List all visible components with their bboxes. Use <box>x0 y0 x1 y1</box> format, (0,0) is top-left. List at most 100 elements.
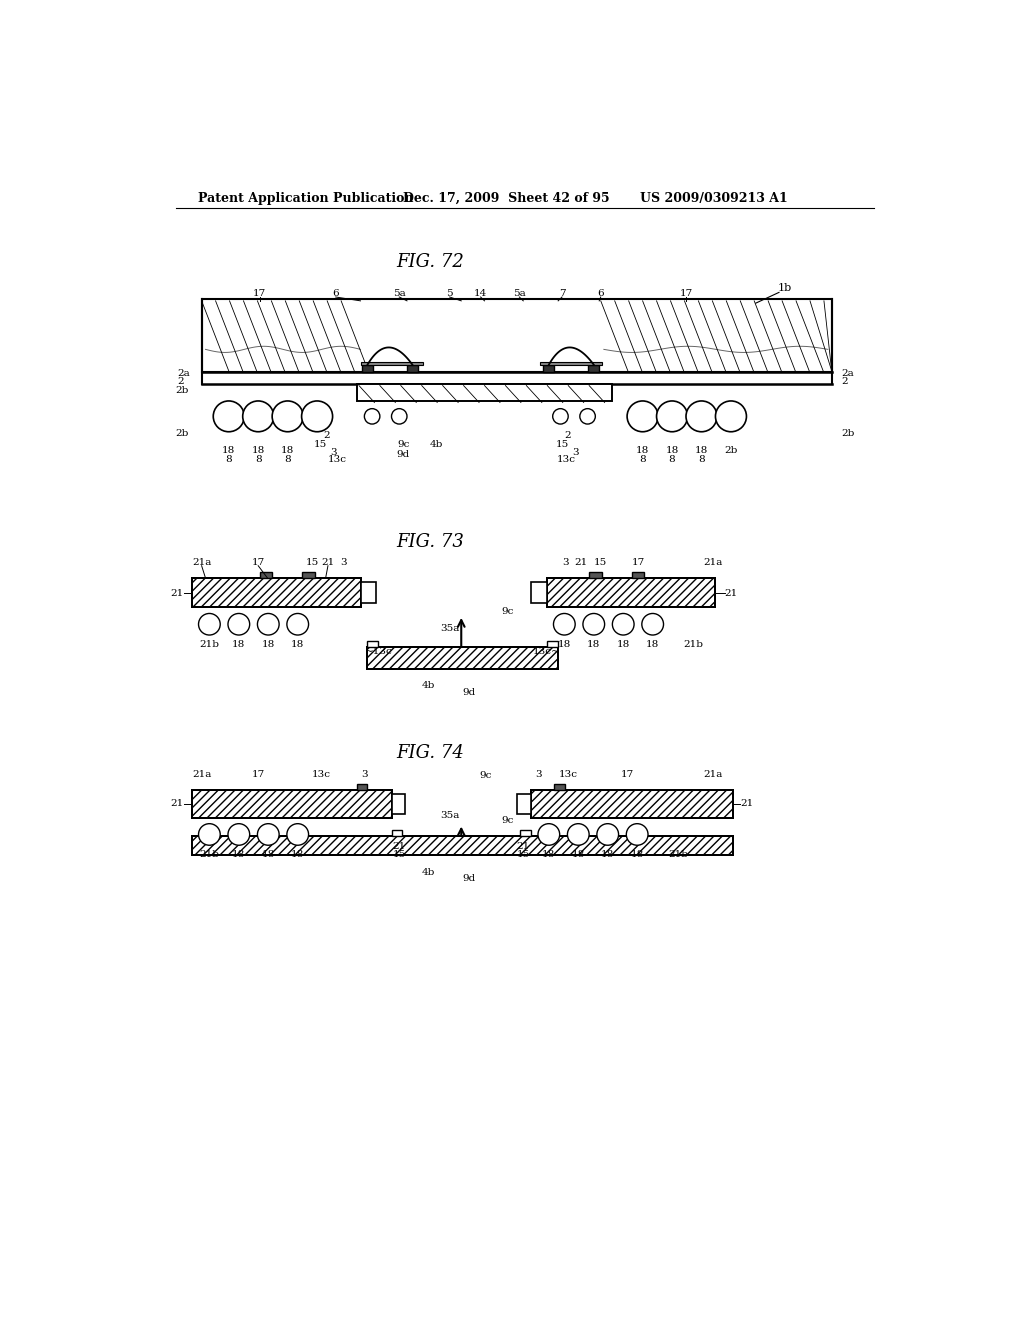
Text: 21: 21 <box>517 842 529 850</box>
Circle shape <box>554 614 575 635</box>
Circle shape <box>287 614 308 635</box>
Text: 18: 18 <box>666 446 679 454</box>
Text: 17: 17 <box>622 770 635 779</box>
Text: 18: 18 <box>558 640 571 648</box>
Text: 18: 18 <box>631 850 644 859</box>
Bar <box>356 384 612 401</box>
Circle shape <box>553 409 568 424</box>
Bar <box>367 647 558 669</box>
Circle shape <box>228 824 250 845</box>
Text: 18: 18 <box>252 446 265 454</box>
Bar <box>260 572 272 578</box>
Text: 18: 18 <box>695 446 709 454</box>
Bar <box>202 300 831 372</box>
Bar <box>191 789 391 817</box>
Text: 15: 15 <box>594 558 607 568</box>
Bar <box>191 578 360 607</box>
Text: 2b: 2b <box>175 387 188 396</box>
Bar <box>356 784 368 789</box>
Text: 18: 18 <box>222 446 236 454</box>
Text: 21: 21 <box>171 799 183 808</box>
Bar <box>191 789 391 817</box>
Circle shape <box>365 409 380 424</box>
Circle shape <box>642 614 664 635</box>
Text: 21: 21 <box>740 799 754 808</box>
Text: 18: 18 <box>232 850 246 859</box>
Bar <box>547 578 716 607</box>
Circle shape <box>287 824 308 845</box>
Text: 21a: 21a <box>191 558 211 568</box>
Circle shape <box>391 409 407 424</box>
Bar <box>589 572 601 578</box>
Text: 18: 18 <box>291 640 304 648</box>
Text: 18: 18 <box>262 640 274 648</box>
Text: 4b: 4b <box>430 441 443 449</box>
Text: 18: 18 <box>616 640 630 648</box>
Text: 17: 17 <box>679 289 692 297</box>
Bar <box>191 836 732 855</box>
Text: 9c: 9c <box>502 607 514 615</box>
Text: 13c: 13c <box>559 770 578 779</box>
Text: 8: 8 <box>669 455 676 463</box>
Text: 18: 18 <box>291 850 304 859</box>
Circle shape <box>228 614 250 635</box>
Bar <box>191 578 360 607</box>
Bar <box>520 830 531 836</box>
Bar <box>391 830 402 836</box>
Circle shape <box>686 401 717 432</box>
Circle shape <box>567 824 589 845</box>
Text: 21b: 21b <box>684 640 703 648</box>
Circle shape <box>257 614 280 635</box>
Circle shape <box>302 401 333 432</box>
Bar <box>554 784 565 789</box>
Text: 8: 8 <box>225 455 232 463</box>
Text: 15: 15 <box>555 440 568 449</box>
Bar <box>531 789 732 817</box>
Text: 21a: 21a <box>191 770 211 779</box>
Text: 18: 18 <box>281 446 294 454</box>
Text: 17: 17 <box>632 558 644 568</box>
Text: 4b: 4b <box>422 867 435 876</box>
Text: 7: 7 <box>559 289 565 297</box>
Circle shape <box>716 401 746 432</box>
Bar <box>360 582 376 603</box>
Bar <box>517 793 531 813</box>
Text: 2a: 2a <box>841 370 854 379</box>
Text: 18: 18 <box>636 446 649 454</box>
Text: 15: 15 <box>313 440 327 449</box>
Bar <box>191 836 732 855</box>
Text: 18: 18 <box>587 640 600 648</box>
Circle shape <box>199 824 220 845</box>
Circle shape <box>199 614 220 635</box>
Text: 13c~: 13c~ <box>532 648 560 656</box>
Bar <box>547 642 558 647</box>
Text: 21: 21 <box>392 842 406 850</box>
Text: 2: 2 <box>841 378 848 387</box>
Text: 3: 3 <box>536 770 542 779</box>
Text: 15: 15 <box>392 850 406 859</box>
Text: 2: 2 <box>324 432 330 440</box>
Text: 3: 3 <box>340 558 347 568</box>
Text: 1b: 1b <box>778 282 793 293</box>
Text: 6: 6 <box>597 289 604 297</box>
Text: 5: 5 <box>446 289 453 297</box>
Bar <box>541 362 602 364</box>
Text: 18: 18 <box>646 640 659 648</box>
Bar <box>547 578 716 607</box>
Text: 14: 14 <box>474 289 487 297</box>
Circle shape <box>213 401 245 432</box>
Text: 3: 3 <box>361 770 368 779</box>
Text: 9d: 9d <box>396 450 410 459</box>
Bar <box>360 362 423 364</box>
Text: 2: 2 <box>177 378 183 387</box>
Text: FIG. 73: FIG. 73 <box>396 533 464 550</box>
Text: 9c: 9c <box>480 771 493 780</box>
Text: 17: 17 <box>253 289 266 297</box>
Text: 8: 8 <box>698 455 705 463</box>
Text: 21b: 21b <box>669 850 688 859</box>
Text: 21: 21 <box>574 558 588 568</box>
Text: 3: 3 <box>330 447 337 457</box>
Text: FIG. 74: FIG. 74 <box>396 744 464 762</box>
Text: 9c: 9c <box>397 441 410 449</box>
Text: 13c: 13c <box>328 455 347 463</box>
